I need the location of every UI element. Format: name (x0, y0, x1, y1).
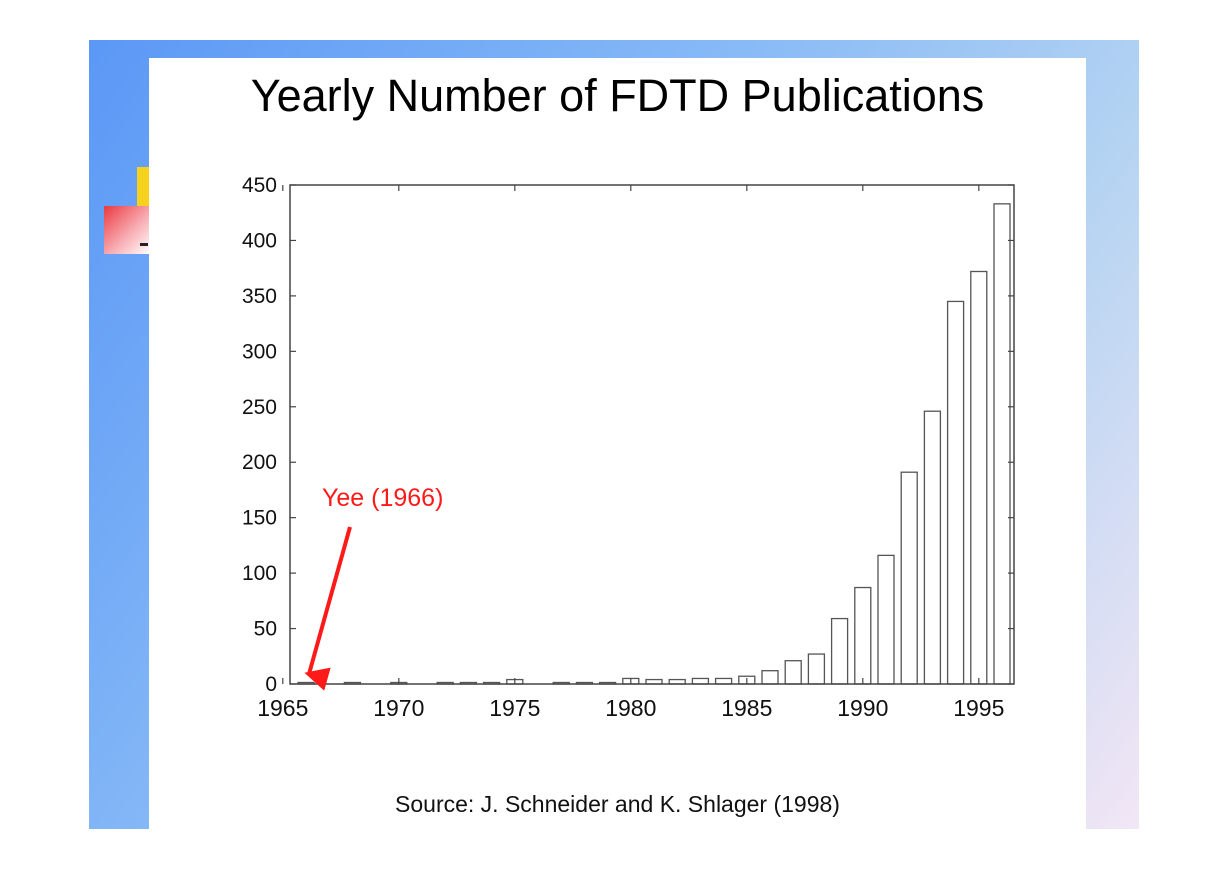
y-tick-label-250: 250 (242, 396, 277, 419)
y-tick-label-100: 100 (242, 562, 277, 585)
bar-1993 (923, 410, 942, 685)
x-tick-label-1980: 1980 (605, 695, 656, 721)
bar-1984 (714, 677, 733, 685)
x-tick-label-1970: 1970 (373, 695, 424, 721)
plot-frame (289, 184, 1015, 685)
x-tick-label-1990: 1990 (837, 695, 888, 721)
x-axis: 1965 1970 1975 1980 1985 1990 1995 (257, 185, 1004, 721)
y-tick-label-150: 150 (242, 507, 277, 530)
annotation-label: Yee (1966) (322, 484, 443, 512)
bar-1987 (784, 660, 802, 685)
bar-1990 (854, 586, 872, 685)
x-tick-label-1995: 1995 (953, 695, 1004, 721)
chart-title: Yearly Number of FDTD Publications (250, 70, 985, 121)
y-tick-label-50: 50 (254, 618, 277, 641)
y-tick-label-450: 450 (242, 174, 277, 197)
bar-1986 (761, 670, 779, 685)
y-axis: 0 50 100 150 200 250 300 350 400 450 (242, 174, 1014, 696)
bar-1992 (900, 471, 918, 685)
source-note: Source: J. Schneider and K. Shlager (199… (395, 791, 840, 817)
y-tick-label-200: 200 (242, 451, 277, 474)
bars (297, 203, 1011, 685)
y-tick-label-0: 0 (265, 673, 277, 696)
y-tick-label-350: 350 (242, 285, 277, 308)
x-tick-label-1985: 1985 (721, 695, 772, 721)
y-tick-label-300: 300 (242, 340, 277, 363)
annotation-arrow (304, 526, 352, 691)
red-gradient-accent (104, 206, 150, 254)
annotation: Yee (1966) (304, 484, 443, 691)
bar-1991 (877, 554, 895, 685)
y-tick-label-400: 400 (242, 229, 277, 252)
bar-1983 (691, 677, 710, 685)
bar-1989 (830, 617, 849, 685)
accent-underscore (140, 243, 148, 246)
bar-1995 (970, 270, 988, 685)
bar-1988 (807, 653, 826, 685)
x-tick-label-1975: 1975 (489, 695, 540, 721)
bar-1994 (946, 300, 965, 685)
bar-1996 (993, 203, 1011, 685)
x-tick-label-1965: 1965 (257, 695, 308, 721)
yellow-accent-bar (137, 167, 151, 207)
